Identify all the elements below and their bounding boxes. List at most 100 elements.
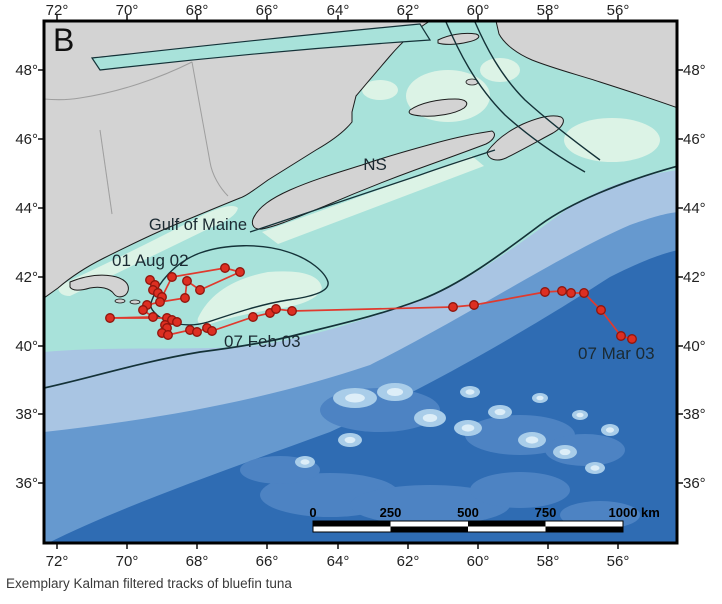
track-point	[627, 334, 637, 344]
axis-label-top-3: 66°	[256, 2, 279, 19]
seamount-peak	[345, 393, 365, 403]
axis-label-top-7: 58°	[537, 2, 560, 19]
track-point	[287, 306, 297, 316]
track-point	[566, 288, 576, 298]
axis-label-bottom-0: 72°	[46, 553, 69, 570]
axis-label-right-2: 44°	[683, 200, 706, 217]
axis-label-left-6: 36°	[15, 475, 38, 492]
axis-label-left-5: 38°	[15, 406, 38, 423]
track-point	[220, 263, 230, 273]
scale-bar: 0 250 500 750 1000 km	[309, 505, 660, 533]
axis-label-left-3: 42°	[15, 269, 38, 286]
abyssal-patch	[350, 485, 510, 525]
axis-label-top-2: 68°	[186, 2, 209, 19]
track-point	[207, 326, 217, 336]
landmass	[437, 32, 480, 45]
seamount-peak	[422, 413, 438, 423]
panel-label: B	[53, 22, 75, 58]
track-point	[448, 302, 458, 312]
track-point	[192, 327, 202, 337]
axis-label-top-6: 60°	[467, 2, 490, 19]
landmass	[408, 98, 468, 117]
map-label-track-date-start: 01 Aug 02	[112, 251, 189, 270]
figure-caption: Exemplary Kalman filtered tracks of blue…	[6, 576, 292, 591]
axis-label-bottom-1: 70°	[116, 553, 139, 570]
track-point	[579, 288, 589, 298]
scalebar-tick-label: 1000	[609, 505, 638, 520]
axis-label-bottom-7: 58°	[537, 553, 560, 570]
track-point	[195, 285, 205, 295]
shallow-bank	[262, 156, 484, 244]
axis-label-bottom-2: 68°	[186, 553, 209, 570]
axis-label-top-8: 56°	[607, 2, 630, 19]
axis-label-right-1: 46°	[683, 131, 706, 148]
axis-label-bottom-8: 56°	[607, 553, 630, 570]
landmass	[495, 21, 677, 109]
scalebar-tick-label: 0	[309, 505, 316, 520]
seamount-peak	[461, 424, 475, 432]
seamount-peak	[494, 408, 506, 416]
seamount-peak	[536, 395, 544, 401]
track-point	[163, 330, 173, 340]
axis-label-top-0: 72°	[46, 2, 69, 19]
depth-contour	[474, 21, 601, 161]
depth-contour	[44, 165, 677, 389]
seamount-peak	[344, 436, 356, 444]
track-point	[248, 312, 258, 322]
seamount-peak	[386, 387, 404, 397]
axis-label-left-2: 44°	[15, 200, 38, 217]
axis-label-right-3: 42°	[683, 269, 706, 286]
seamount-peak	[576, 412, 584, 418]
landmass	[486, 115, 564, 161]
scalebar-tick-label: 250	[380, 505, 402, 520]
map-frame	[42, 19, 679, 545]
abyssal-patch	[470, 472, 570, 508]
seamount-peak	[559, 448, 571, 456]
shallow-bank	[564, 118, 660, 162]
axis-label-right-0: 48°	[683, 62, 706, 79]
track-point	[182, 276, 192, 286]
axis-label-top-4: 64°	[327, 2, 350, 19]
island	[129, 299, 141, 305]
track-point	[271, 304, 281, 314]
track-point	[172, 317, 182, 327]
state-border	[99, 129, 113, 215]
axis-label-right-4: 40°	[683, 338, 706, 355]
map-label-region-gulf-of-maine: Gulf of Maine	[149, 216, 247, 234]
map-label-track-date-end: 07 Mar 03	[578, 344, 655, 363]
track-point	[596, 305, 606, 315]
axis-label-top-5: 62°	[397, 2, 420, 19]
axis-label-bottom-6: 60°	[467, 553, 490, 570]
axis-label-left-4: 40°	[15, 338, 38, 355]
track-point	[180, 293, 190, 303]
axis-label-left-1: 46°	[15, 131, 38, 148]
depth-contour	[249, 149, 496, 233]
track-point	[557, 286, 567, 296]
axis-label-bottom-5: 62°	[397, 553, 420, 570]
track-point	[167, 272, 177, 282]
seamount-peak	[465, 389, 475, 395]
map-label-region-ns: NS	[363, 155, 387, 174]
track-point	[469, 300, 479, 310]
axis-label-left-0: 48°	[15, 62, 38, 79]
st-lawrence-river	[90, 23, 432, 71]
track-point	[235, 267, 245, 277]
shallow-bank	[362, 80, 398, 100]
axis-label-bottom-4: 64°	[327, 553, 350, 570]
state-border	[44, 61, 193, 101]
axis-label-top-1: 70°	[116, 2, 139, 19]
landmass	[251, 130, 495, 230]
depth-contour	[445, 21, 586, 173]
axis-label-right-6: 36°	[683, 475, 706, 492]
track-point	[138, 305, 148, 315]
island	[114, 298, 126, 304]
landmass	[69, 274, 129, 298]
track-point	[105, 313, 115, 323]
seamount-peak	[525, 436, 539, 444]
track-point	[616, 331, 626, 341]
map-canvas	[44, 21, 677, 543]
shallow-bank	[197, 271, 322, 326]
track-point	[148, 312, 158, 322]
